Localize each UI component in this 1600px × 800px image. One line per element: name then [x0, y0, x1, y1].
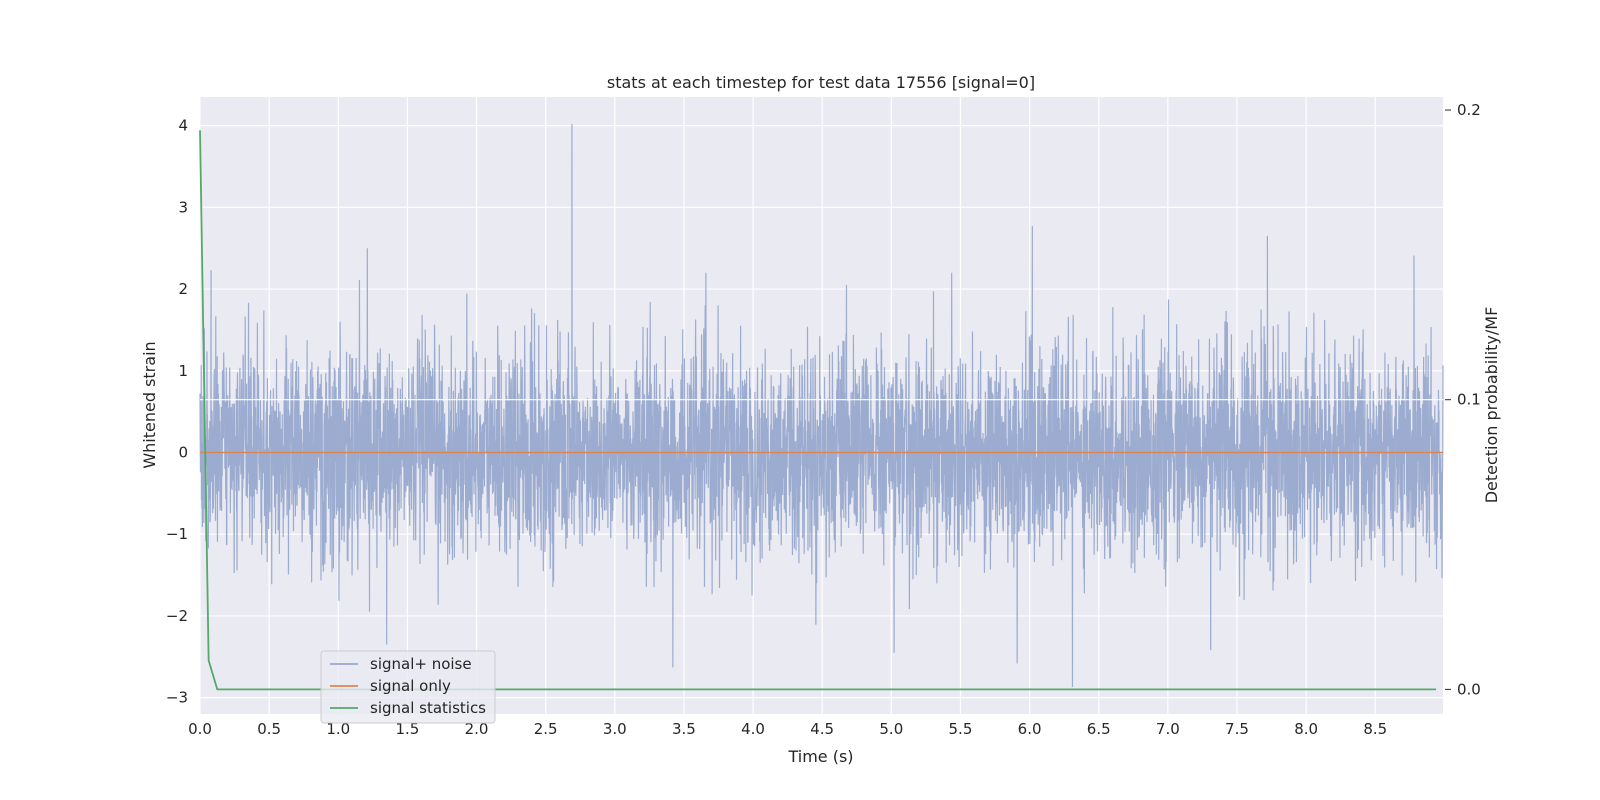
- series-signal-plus-noise: [199, 123, 1444, 688]
- x-axis-label: Time (s): [787, 747, 853, 766]
- x-tick-label: 5.0: [879, 720, 903, 738]
- legend-label-signal-only: signal only: [370, 677, 451, 695]
- y-tick-label: −3: [166, 689, 188, 707]
- chart-title: stats at each timestep for test data 175…: [607, 73, 1035, 92]
- x-tick-label: 6.5: [1087, 720, 1111, 738]
- y-tick-label: 1: [178, 362, 188, 380]
- y-tick-label: −2: [166, 607, 188, 625]
- x-tick-label: 4.5: [810, 720, 834, 738]
- y-tick-label: 4: [178, 117, 188, 135]
- line-signal-plus-noise: [199, 123, 1444, 688]
- x-tick-label: 1.5: [395, 720, 419, 738]
- y2-axis-label: Detection probability/MF: [1482, 307, 1501, 504]
- x-tick-label: 8.0: [1294, 720, 1318, 738]
- series-signal-statistics: [199, 130, 1437, 691]
- x-tick-label: 2.0: [465, 720, 489, 738]
- line-signal-statistics: [199, 130, 1437, 691]
- legend-label-signal-statistics: signal statistics: [370, 699, 486, 717]
- legend-label-signal-plus-noise: signal+ noise: [370, 655, 472, 673]
- x-tick-label: 5.5: [949, 720, 973, 738]
- y-axis-ticks: 4 3 2 1 0 −1 −2 −3: [166, 117, 188, 707]
- x-tick-label: 3.0: [603, 720, 627, 738]
- y-tick-label: 3: [178, 198, 188, 216]
- x-tick-label: 3.5: [672, 720, 696, 738]
- x-tick-label: 4.0: [741, 720, 765, 738]
- legend-box: [320, 650, 496, 724]
- y-tick-label: −1: [166, 525, 188, 543]
- x-tick-label: 1.0: [326, 720, 350, 738]
- y2-tick-label: 0.2: [1457, 101, 1481, 119]
- y-tick-label: 2: [178, 280, 188, 298]
- x-tick-label: 7.0: [1156, 720, 1180, 738]
- x-tick-label: 2.5: [534, 720, 558, 738]
- y2-tick-label: 0.0: [1457, 680, 1481, 698]
- x-tick-label: 8.5: [1363, 720, 1387, 738]
- x-tick-label: 0.0: [188, 720, 212, 738]
- x-axis-ticks: 0.0 0.5 1.0 1.5 2.0 2.5 3.0 3.5 4.0 4.5 5.0 5.5 6.0 6…: [188, 720, 1387, 738]
- y2-axis-ticks: 0.2 0.1 0.0: [1445, 101, 1481, 698]
- x-tick-label: 0.5: [257, 720, 281, 738]
- y-axis-label: Whitened strain: [140, 341, 159, 468]
- legend: signal+ noise signal only signal statist…: [320, 650, 496, 724]
- y2-tick-label: 0.1: [1457, 391, 1481, 409]
- x-tick-label: 7.5: [1225, 720, 1249, 738]
- y-tick-label: 0: [178, 443, 188, 461]
- x-tick-label: 6.0: [1018, 720, 1042, 738]
